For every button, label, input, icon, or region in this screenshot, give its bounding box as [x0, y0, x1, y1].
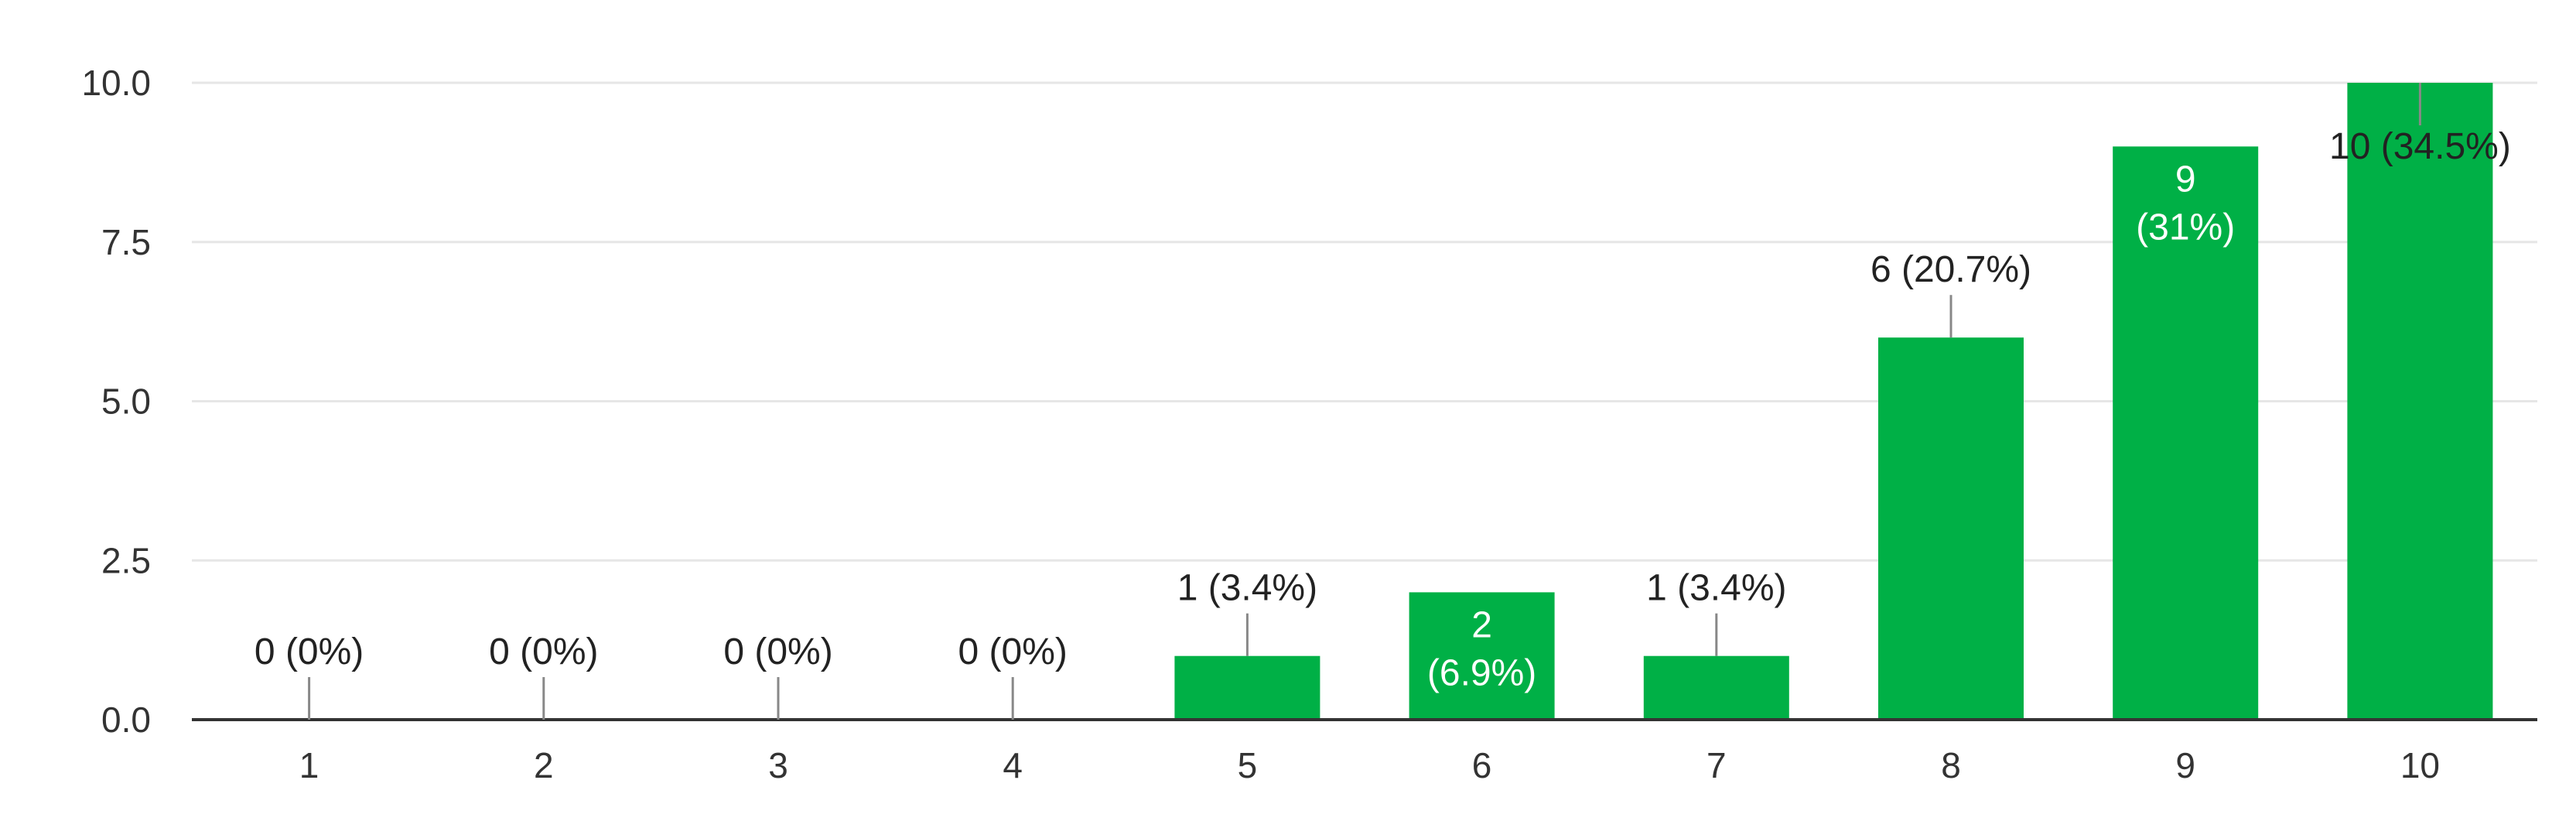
bar-9 [2113, 146, 2259, 720]
bar-7 [1643, 655, 1789, 720]
axis-layer: 0.0 2.5 5.0 7.5 10.0 1 2 3 4 5 6 7 8 9 10 [81, 63, 2537, 785]
data-label: 1 (3.4%) [1177, 568, 1317, 609]
bar-8 [1878, 337, 2024, 720]
x-tick-label: 5 [1238, 745, 1258, 785]
data-label: (6.9%) [1427, 652, 1536, 693]
x-tick-label: 8 [1941, 745, 1961, 785]
data-label: (31%) [2136, 207, 2235, 248]
x-tick-label: 4 [1003, 745, 1023, 785]
bar-6 [1409, 592, 1555, 720]
y-tick-label: 10.0 [81, 63, 151, 103]
x-tick-label: 9 [2175, 745, 2195, 785]
y-tick-label: 7.5 [101, 222, 151, 262]
data-label: 2 [1471, 604, 1492, 645]
x-tick-label: 6 [1472, 745, 1492, 785]
data-label: 0 (0%) [958, 631, 1068, 672]
data-label: 1 (3.4%) [1646, 568, 1786, 609]
y-tick-label: 0.0 [101, 700, 151, 740]
x-tick-label: 1 [299, 745, 319, 785]
x-tick-label: 10 [2400, 745, 2440, 785]
data-label: 10 (34.5%) [2329, 126, 2511, 167]
data-label: 6 (20.7%) [1871, 249, 2031, 290]
bar-10 [2347, 83, 2493, 720]
data-label: 0 (0%) [255, 631, 364, 672]
x-tick-label: 2 [534, 745, 554, 785]
bar-5 [1174, 655, 1320, 720]
label-layer: 0 (0%) 0 (0%) 0 (0%) 0 (0%) 1 (3.4%) 2 (6.9%) 1… [255, 83, 2511, 720]
x-tick-label: 7 [1707, 745, 1727, 785]
x-tick-label: 3 [768, 745, 788, 785]
data-label: 9 [2175, 159, 2196, 200]
data-label: 0 (0%) [489, 631, 598, 672]
y-tick-label: 2.5 [101, 540, 151, 580]
y-tick-label: 5.0 [101, 381, 151, 422]
bar-layer [1174, 83, 2493, 720]
data-label: 0 (0%) [723, 631, 832, 672]
